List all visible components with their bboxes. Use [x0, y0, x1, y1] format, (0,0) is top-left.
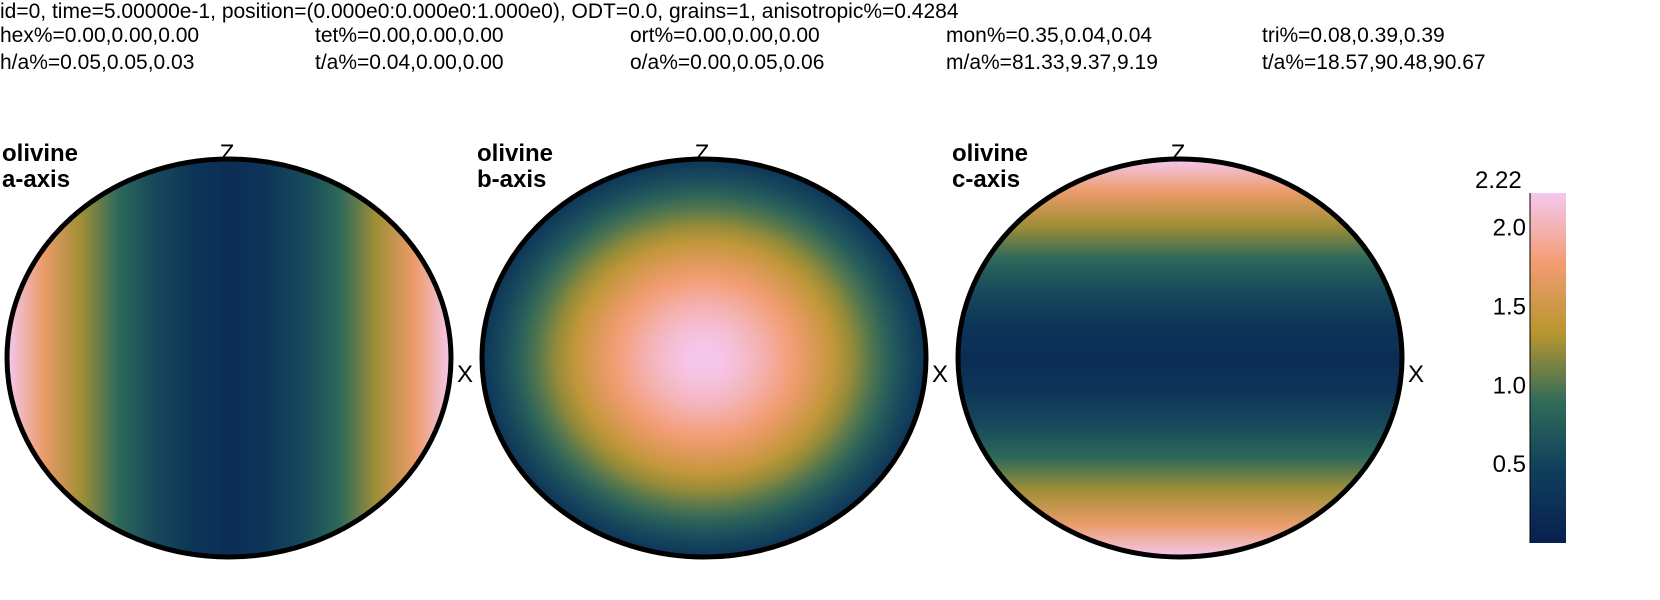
pole-figure-2-x-label: X — [932, 361, 948, 388]
pole-figure-2-outline — [479, 156, 929, 560]
colorbar — [1530, 193, 1566, 543]
panel-1-axis: a-axis — [2, 166, 71, 193]
colorbar-tick-label: 0.5 — [1493, 451, 1526, 478]
header-mon: mon%=0.35,0.04,0.04 — [946, 24, 1153, 47]
panel-3-axis: c-axis — [952, 166, 1021, 193]
colorbar-tick-label: 1.0 — [1493, 372, 1526, 399]
pole-figure-3-density — [958, 159, 1402, 557]
colorbar-tick-label: 2.0 — [1493, 215, 1526, 242]
header-tet: tet%=0.00,0.00,0.00 — [315, 24, 504, 47]
header-ort: ort%=0.00,0.00,0.00 — [630, 24, 820, 47]
header-hex: hex%=0.00,0.00,0.00 — [0, 24, 200, 47]
pole-figure-1-outline — [4, 156, 454, 560]
header-tri: tri%=0.08,0.39,0.39 — [1262, 24, 1445, 47]
pole-figure-3-x-label: X — [1408, 361, 1424, 388]
panel-3-mineral: olivine — [952, 140, 1029, 167]
pole-figure-1-density — [7, 159, 451, 557]
pole-figure-1-z-label: Z — [220, 140, 235, 167]
colorbar-tick-label: 1.5 — [1493, 294, 1526, 321]
pole-figure-3-z-label: Z — [1171, 140, 1186, 167]
header-line-1: id=0, time=5.00000e-1, position=(0.000e0… — [0, 0, 959, 23]
pole-figure-2-density — [482, 159, 926, 557]
header-t-a-2: t/a%=18.57,90.48,90.67 — [1262, 51, 1486, 74]
pole-figure-2-z-label: Z — [695, 140, 710, 167]
header-t-a: t/a%=0.04,0.00,0.00 — [315, 51, 504, 74]
panel-2-axis: b-axis — [477, 166, 547, 193]
pole-figure-panel-3: ZX — [955, 140, 1424, 560]
header-m-a: m/a%=81.33,9.37,9.19 — [946, 51, 1158, 74]
colorbar-max-label: 2.22 — [1475, 167, 1522, 194]
header-h-a: h/a%=0.05,0.05,0.03 — [0, 51, 195, 74]
pole-figure-panel-1: ZX — [4, 140, 473, 560]
panel-2-mineral: olivine — [477, 140, 554, 167]
pole-figure-panel-2: ZX — [479, 140, 948, 560]
panel-1-mineral: olivine — [2, 140, 79, 167]
header-o-a: o/a%=0.00,0.05,0.06 — [630, 51, 825, 74]
pole-figure-3-outline — [955, 156, 1405, 560]
pole-figure-1-x-label: X — [457, 361, 473, 388]
